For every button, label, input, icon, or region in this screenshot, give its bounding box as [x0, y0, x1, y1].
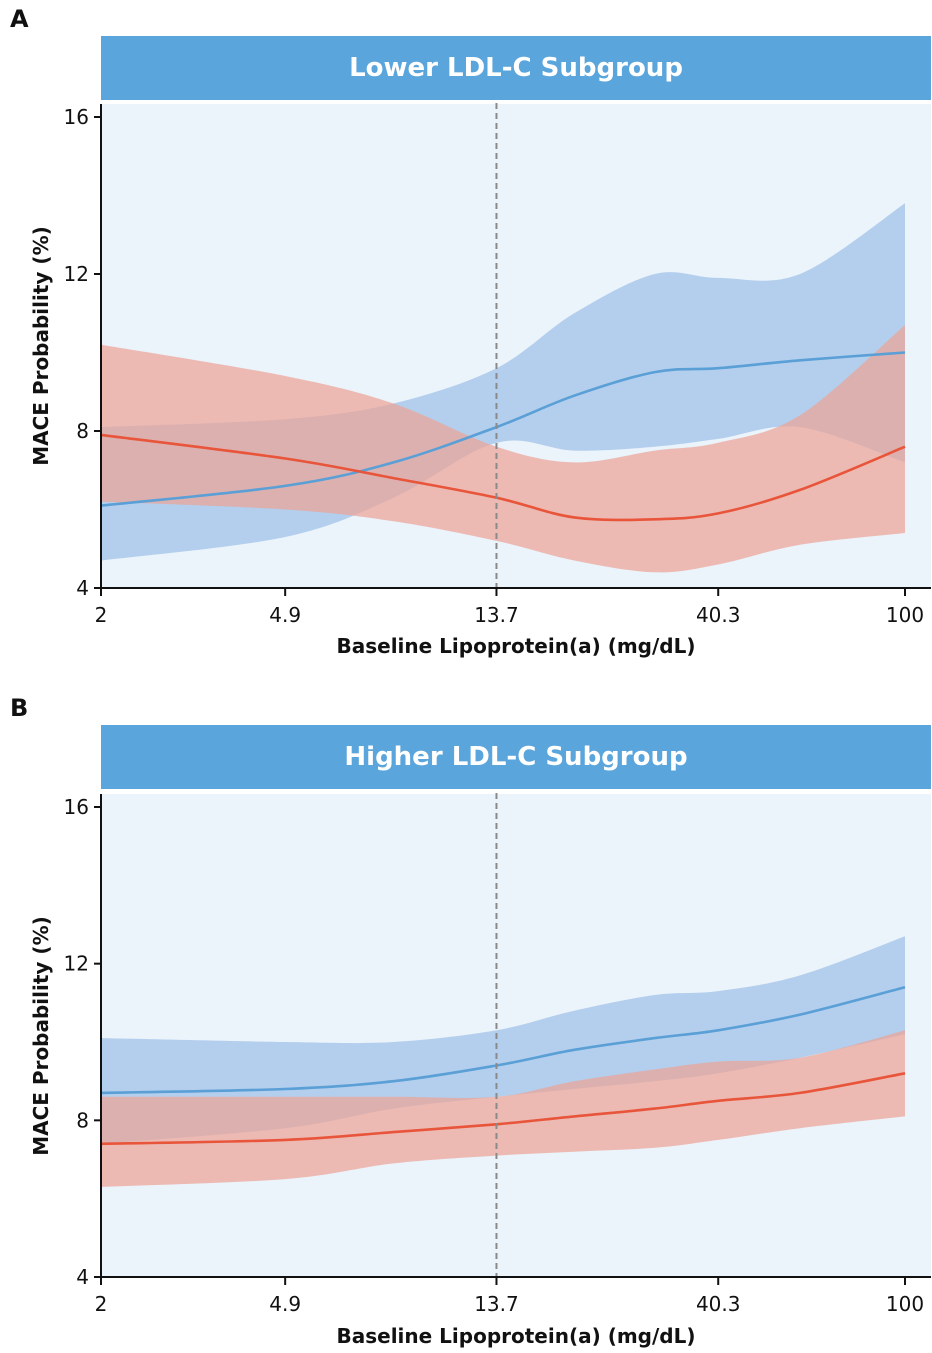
y-tick-label: 8	[76, 1108, 89, 1132]
x-ticks: 2 4.9 13.7 40.3 100	[95, 1277, 924, 1316]
title-banner	[101, 725, 931, 789]
series-2-confidence-band	[101, 1030, 905, 1187]
y-ticks: 4 8 12 16	[64, 105, 101, 600]
x-tick-label: 2	[95, 1292, 108, 1316]
series-2-line	[100, 1072, 906, 1146]
y-tick-label: 8	[76, 419, 89, 443]
y-tick-label: 12	[64, 952, 89, 976]
panel-label: B	[10, 694, 28, 722]
series-1-line	[100, 985, 906, 1095]
series-1-line	[100, 351, 906, 507]
panel-label: A	[10, 5, 29, 33]
y-axis-label: MACE Probability (%)	[29, 916, 53, 1156]
y-tick-label: 12	[64, 262, 89, 286]
series-lines	[100, 985, 906, 1146]
x-ticks: 2 4.9 13.7 40.3 100	[95, 588, 924, 627]
confidence-bands	[101, 936, 905, 1187]
x-tick-label: 100	[886, 1292, 924, 1316]
series-2-confidence-band	[101, 325, 905, 573]
x-axis-label: Baseline Lipoprotein(a) (mg/dL)	[336, 1324, 695, 1348]
x-tick-label: 100	[886, 603, 924, 627]
confidence-bands	[101, 203, 905, 573]
x-tick-label: 4.9	[269, 1292, 301, 1316]
series-1-confidence-band	[101, 936, 905, 1144]
panel-a: A Lower LDL-C Subgroup 4 8 12 16 2 4.9 13.7 40…	[10, 5, 931, 658]
x-tick-label: 4.9	[269, 603, 301, 627]
x-tick-label: 13.7	[474, 1292, 519, 1316]
series-2-line	[100, 433, 906, 522]
y-tick-label: 4	[76, 576, 89, 600]
x-tick-label: 2	[95, 603, 108, 627]
panel-b: B Higher LDL-C Subgroup 4 8 12 16 2 4.9 13.7 4…	[10, 694, 931, 1348]
chart-title: Lower LDL-C Subgroup	[349, 53, 683, 83]
y-tick-label: 16	[64, 795, 89, 819]
y-tick-label: 16	[64, 105, 89, 129]
chart-title: Higher LDL-C Subgroup	[344, 742, 687, 772]
y-tick-label: 4	[76, 1265, 89, 1289]
title-banner	[101, 36, 931, 100]
x-axis-label: Baseline Lipoprotein(a) (mg/dL)	[336, 634, 695, 658]
series-lines	[100, 351, 906, 522]
y-axis-label: MACE Probability (%)	[29, 226, 53, 466]
x-tick-label: 13.7	[474, 603, 519, 627]
y-ticks: 4 8 12 16	[64, 795, 101, 1289]
x-tick-label: 40.3	[696, 1292, 741, 1316]
x-tick-label: 40.3	[696, 603, 741, 627]
